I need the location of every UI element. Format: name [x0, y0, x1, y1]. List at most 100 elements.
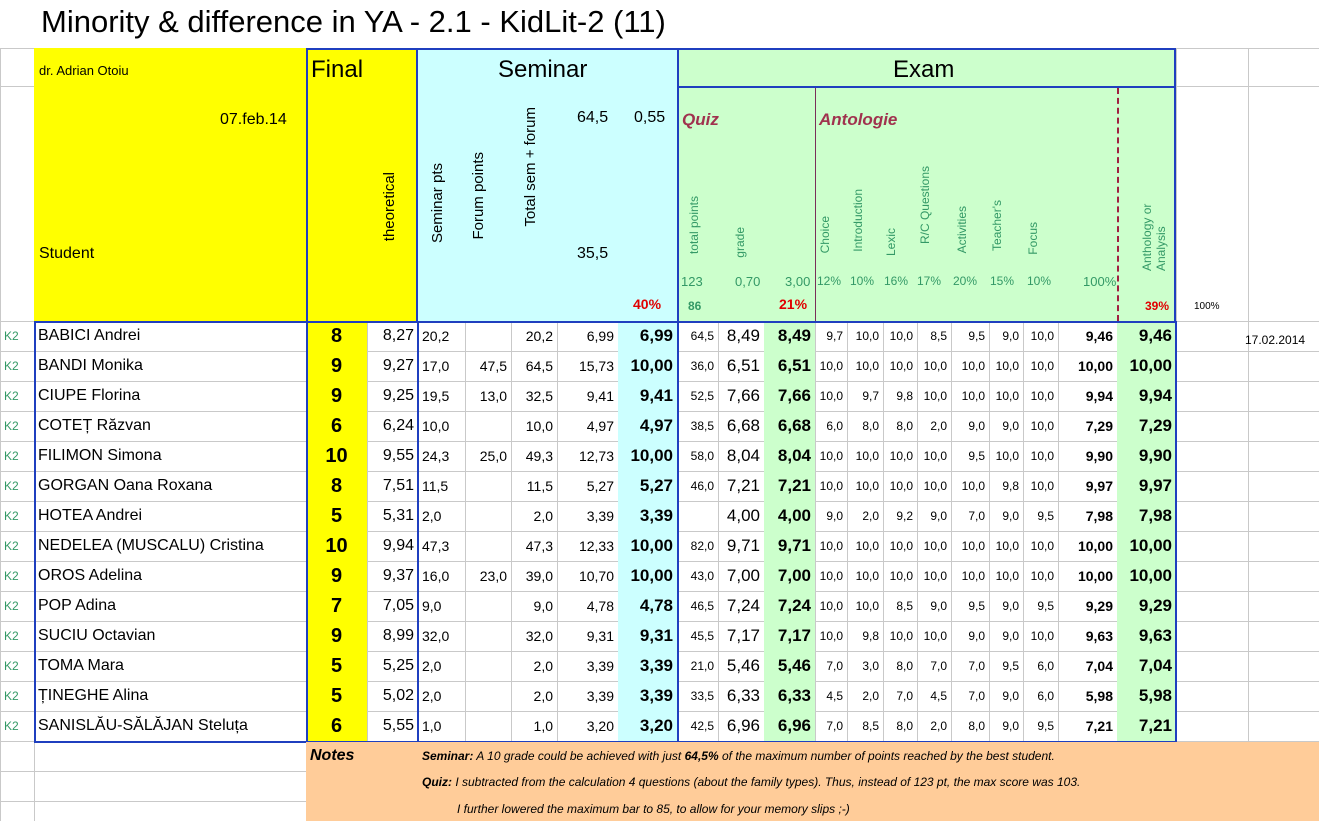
cell-c2[interactable]: 10,0 [889, 629, 913, 643]
cell-antfinal[interactable]: 7,21 [1117, 711, 1176, 741]
cell-final[interactable]: 5 [306, 651, 367, 681]
cell-c6[interactable]: 9,5 [1037, 509, 1054, 523]
cell-c6[interactable]: 10,0 [1030, 629, 1054, 643]
cell-sem[interactable]: 2,0 [422, 688, 442, 704]
cell-c4[interactable]: 9,0 [968, 629, 985, 643]
cell-c3[interactable]: 10,0 [923, 449, 947, 463]
cell-theo[interactable]: 5,31 [382, 507, 414, 524]
cell-qpts[interactable]: 33,5 [690, 689, 714, 703]
cell-qpts[interactable]: 36,0 [690, 359, 714, 373]
cell-qpts[interactable]: 43,0 [690, 569, 714, 583]
cell-ant[interactable]: 10,00 [1077, 538, 1113, 554]
cell-final[interactable]: 9 [306, 561, 367, 591]
cell-ant[interactable]: 9,94 [1085, 388, 1113, 404]
cell-scaled[interactable]: 5,27 [586, 478, 614, 494]
cell-scaled[interactable]: 3,20 [586, 718, 614, 734]
cell-c6[interactable]: 10,0 [1030, 569, 1054, 583]
cell-c1[interactable]: 8,0 [862, 419, 879, 433]
cell-c1[interactable]: 8,5 [862, 719, 879, 733]
cell-semgrade[interactable]: 3,39 [618, 651, 677, 681]
cell-total[interactable]: 32,5 [525, 388, 553, 404]
cell-theo[interactable]: 5,55 [382, 717, 414, 734]
cell-forum[interactable]: 13,0 [479, 388, 507, 404]
cell-forum[interactable] [465, 711, 511, 741]
cell-sem[interactable]: 47,3 [422, 538, 450, 554]
cell-semgrade[interactable]: 4,78 [618, 591, 677, 621]
cell-c0[interactable]: 4,5 [826, 689, 843, 703]
cell-semgrade[interactable]: 3,39 [618, 681, 677, 711]
cell-c4[interactable]: 9,5 [968, 599, 985, 613]
cell-grp[interactable]: K2 [4, 419, 19, 433]
cell-sem[interactable]: 11,5 [422, 478, 449, 494]
table-row[interactable]: K2 COTEȚ Răzvan 6 6,24 10,0 10,0 4,97 4,97 38,5 6… [0, 411, 1176, 445]
cell-grp[interactable]: K2 [4, 359, 19, 373]
cell-qgrade[interactable]: 7,17 [726, 626, 760, 645]
cell-c5[interactable]: 9,0 [1002, 329, 1019, 343]
cell-antfinal[interactable]: 7,04 [1117, 651, 1176, 681]
cell-c2[interactable]: 8,5 [896, 599, 913, 613]
cell-total[interactable]: 10,0 [525, 418, 553, 434]
cell-antfinal[interactable]: 10,00 [1117, 531, 1176, 561]
cell-scaled[interactable]: 6,99 [586, 328, 614, 344]
cell-c0[interactable]: 9,7 [826, 329, 843, 343]
cell-qpts[interactable] [677, 501, 718, 531]
cell-c0[interactable]: 7,0 [826, 659, 843, 673]
cell-c6[interactable]: 10,0 [1030, 449, 1054, 463]
cell-scaled[interactable]: 9,41 [586, 388, 614, 404]
cell-c1[interactable]: 10,0 [855, 449, 879, 463]
cell-c5[interactable]: 10,0 [995, 569, 1019, 583]
cell-semgrade[interactable]: 6,99 [618, 321, 677, 351]
cell-c6[interactable]: 10,0 [1030, 389, 1054, 403]
cell-c1[interactable]: 10,0 [855, 569, 879, 583]
cell-c4[interactable]: 10,0 [961, 359, 985, 373]
cell-forum[interactable]: 25,0 [479, 448, 507, 464]
cell-qfinal[interactable]: 6,33 [764, 681, 815, 711]
cell-forum[interactable] [465, 411, 511, 441]
cell-c5[interactable]: 9,5 [1002, 659, 1019, 673]
cell-total[interactable]: 20,2 [525, 328, 553, 344]
cell-c5[interactable]: 10,0 [995, 389, 1019, 403]
cell-antfinal[interactable]: 7,98 [1117, 501, 1176, 531]
cell-theo[interactable]: 7,05 [382, 597, 414, 614]
cell-c3[interactable]: 8,5 [930, 329, 947, 343]
table-row[interactable]: K2 TOMA Mara 5 5,25 2,0 2,0 3,39 3,39 21,0 5,46 5,… [0, 651, 1176, 685]
cell-final[interactable]: 6 [306, 411, 367, 441]
cell-theo[interactable]: 9,37 [382, 567, 414, 584]
cell-ant[interactable]: 9,46 [1085, 328, 1113, 344]
cell-qpts[interactable]: 45,5 [690, 629, 714, 643]
cell-sem[interactable]: 2,0 [422, 508, 442, 524]
cell-theo[interactable]: 8,27 [382, 327, 414, 344]
cell-scaled[interactable]: 10,70 [578, 568, 614, 584]
cell-total[interactable]: 39,0 [525, 568, 553, 584]
cell-name[interactable]: GORGAN Oana Roxana [38, 477, 213, 494]
cell-c1[interactable]: 2,0 [862, 689, 879, 703]
cell-ant[interactable]: 9,29 [1085, 598, 1113, 614]
cell-c0[interactable]: 10,0 [819, 569, 843, 583]
cell-name[interactable]: SUCIU Octavian [38, 627, 156, 644]
cell-c4[interactable]: 7,0 [968, 509, 985, 523]
cell-qfinal[interactable]: 7,17 [764, 621, 815, 651]
cell-total[interactable]: 2,0 [533, 688, 553, 704]
cell-name[interactable]: FILIMON Simona [38, 447, 162, 464]
cell-c5[interactable]: 9,0 [1002, 719, 1019, 733]
cell-final[interactable]: 5 [306, 681, 367, 711]
cell-scaled[interactable]: 4,78 [586, 598, 614, 614]
cell-c5[interactable]: 9,0 [1002, 689, 1019, 703]
table-row[interactable]: K2 BABICI Andrei 8 8,27 20,2 20,2 6,99 6,99 64,5… [0, 321, 1176, 355]
cell-semgrade[interactable]: 5,27 [618, 471, 677, 501]
cell-ant[interactable]: 9,97 [1085, 478, 1113, 494]
cell-theo[interactable]: 9,27 [382, 357, 414, 374]
cell-total[interactable]: 49,3 [525, 448, 553, 464]
cell-c6[interactable]: 10,0 [1030, 479, 1054, 493]
cell-grp[interactable]: K2 [4, 629, 19, 643]
cell-qpts[interactable]: 64,5 [690, 329, 714, 343]
cell-grp[interactable]: K2 [4, 659, 19, 673]
cell-total[interactable]: 64,5 [525, 358, 553, 374]
cell-total[interactable]: 2,0 [533, 508, 553, 524]
cell-c5[interactable]: 10,0 [995, 539, 1019, 553]
cell-qgrade[interactable]: 6,68 [726, 416, 760, 435]
cell-forum[interactable] [465, 321, 511, 351]
cell-theo[interactable]: 5,25 [382, 657, 414, 674]
cell-qgrade[interactable]: 7,21 [726, 476, 760, 495]
cell-scaled[interactable]: 4,97 [586, 418, 614, 434]
